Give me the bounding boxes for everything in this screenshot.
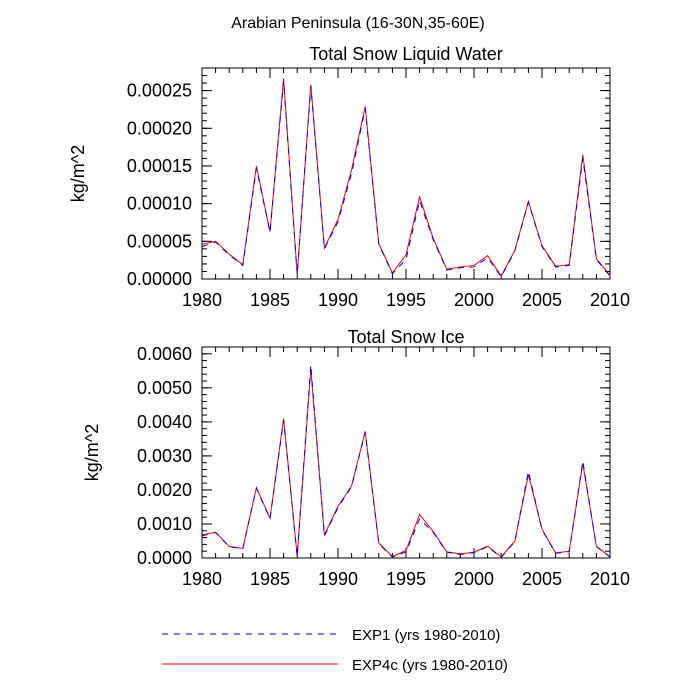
plot-frame: [201, 67, 611, 280]
x-tick-label: 1995: [386, 290, 426, 310]
y-axis-label: kg/m^2: [68, 145, 88, 202]
series-line-exp4c: [201, 369, 611, 558]
x-tick-label: 1980: [182, 290, 222, 310]
x-tick-label: 1985: [250, 290, 290, 310]
x-tick-label: 2010: [590, 569, 630, 589]
chart-title: Total Snow Liquid Water: [309, 44, 502, 64]
x-tick-label: 1980: [182, 569, 222, 589]
x-tick-label: 2005: [522, 290, 562, 310]
y-tick-label: 0.0030: [137, 446, 192, 466]
y-tick-label: 0.0000: [137, 548, 192, 568]
legend-exp4c-label: EXP4c (yrs 1980-2010): [352, 657, 508, 674]
panel-snow-liquid-water: Total Snow Liquid Water kg/m^2 1980 1985 199…: [68, 44, 630, 310]
y-axis-label: kg/m^2: [82, 424, 102, 481]
y-tick-label: 0.00020: [127, 118, 192, 138]
x-tick-label: 1990: [318, 290, 358, 310]
x-tick-label: 1985: [250, 569, 290, 589]
y-tick-label: 0.00005: [127, 231, 192, 251]
plot-frame: [201, 346, 611, 559]
y-tick-label: 0.0020: [137, 480, 192, 500]
y-tick-label: 0.0060: [137, 344, 192, 364]
legend-exp1-label: EXP1 (yrs 1980-2010): [352, 627, 500, 644]
legend: EXP1 (yrs 1980-2010) EXP4c (yrs 1980-201…: [162, 627, 508, 674]
series-line-exp4c: [201, 78, 611, 277]
x-tick-label: 2005: [522, 569, 562, 589]
chart-title: Total Snow Ice: [347, 327, 464, 347]
x-tick-label: 2000: [454, 290, 494, 310]
panel-snow-ice: Total Snow Ice kg/m^2 1980 1985 1990 1995 2000…: [82, 327, 630, 589]
series-line-exp1: [201, 81, 611, 278]
y-tick-label: 0.0040: [137, 412, 192, 432]
x-tick-label: 2010: [590, 290, 630, 310]
y-tick-label: 0.00000: [127, 269, 192, 289]
y-tick-label: 0.0010: [137, 514, 192, 534]
figure-suptitle: Arabian Peninsula (16-30N,35-60E): [231, 15, 484, 32]
x-tick-label: 1990: [318, 569, 358, 589]
y-tick-label: 0.00010: [127, 194, 192, 214]
series-line-exp1: [201, 364, 611, 559]
y-tick-label: 0.0050: [137, 378, 192, 398]
y-tick-label: 0.00015: [127, 156, 192, 176]
y-tick-label: 0.00025: [127, 81, 192, 101]
x-tick-label: 2000: [454, 569, 494, 589]
x-tick-label: 1995: [386, 569, 426, 589]
